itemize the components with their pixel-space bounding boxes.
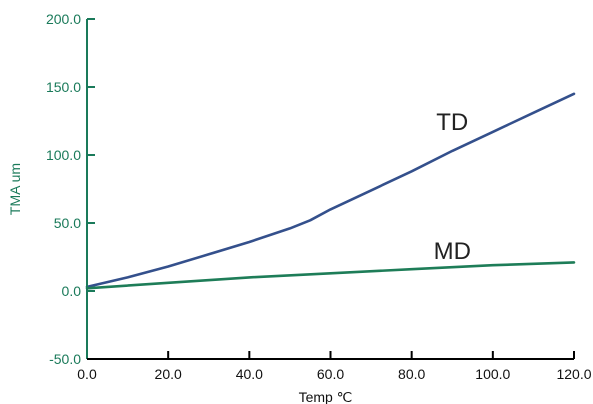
x-axis-ticks: 0.0 20.0 40.0 60.0 80.0 100.0 120.0 bbox=[77, 351, 592, 382]
x-tick-label: 60.0 bbox=[317, 366, 344, 382]
series-label-md: MD bbox=[434, 238, 471, 265]
y-tick-label: 50.0 bbox=[54, 215, 81, 231]
x-tick-label: 100.0 bbox=[475, 366, 510, 382]
y-tick-label: -50.0 bbox=[49, 351, 81, 367]
series-lines bbox=[85, 92, 576, 290]
x-tick-label: 40.0 bbox=[236, 366, 263, 382]
y-tick-label: 0.0 bbox=[62, 283, 82, 299]
x-tick-label: 0.0 bbox=[77, 366, 97, 382]
x-tick-label: 20.0 bbox=[155, 366, 182, 382]
series-line-td bbox=[85, 92, 576, 289]
series-labels: TD MD bbox=[434, 109, 471, 265]
x-tick-label: 80.0 bbox=[398, 366, 425, 382]
x-tick-label: 120.0 bbox=[556, 366, 591, 382]
series-line-md bbox=[85, 261, 576, 290]
y-tick-label: 100.0 bbox=[46, 147, 81, 163]
x-axis-title: Temp ℃ bbox=[299, 389, 353, 404]
y-axis-title: TMA um bbox=[7, 163, 23, 215]
series-label-td: TD bbox=[436, 109, 468, 136]
y-tick-label: 150.0 bbox=[46, 79, 81, 95]
y-tick-label: 200.0 bbox=[46, 11, 81, 27]
y-axis-ticks: 200.0 150.0 100.0 50.0 0.0 -50.0 bbox=[46, 11, 95, 367]
